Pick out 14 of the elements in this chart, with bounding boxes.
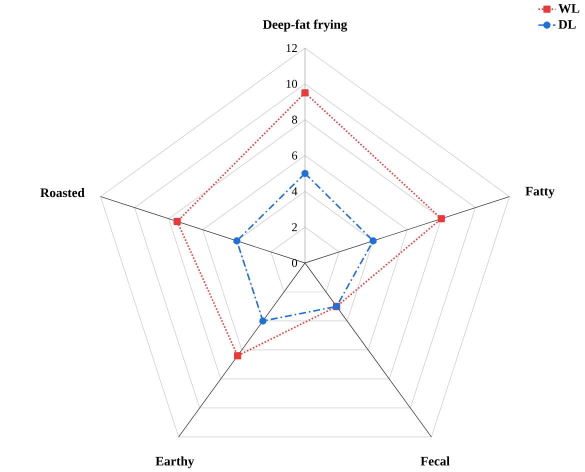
y-tick-label: 2 [292, 223, 297, 232]
spoke-label: Roasted [40, 188, 85, 198]
y-tick-label: 6 [292, 151, 298, 160]
spoke-label: Fecal [420, 456, 450, 466]
spoke-label: Earthy [156, 456, 194, 468]
legend-label: WL [558, 4, 580, 13]
y-tick-label: 0 [292, 258, 298, 268]
spoke-label: Deep-fat frying [262, 20, 348, 32]
y-tick-label: 8 [292, 116, 298, 124]
y-tick-label: 10 [286, 80, 298, 88]
y-tick-label: 12 [286, 44, 297, 52]
y-tick-label: 4 [292, 187, 298, 196]
legend-label: DL [558, 20, 576, 29]
spoke-label: Fatty [525, 186, 555, 198]
